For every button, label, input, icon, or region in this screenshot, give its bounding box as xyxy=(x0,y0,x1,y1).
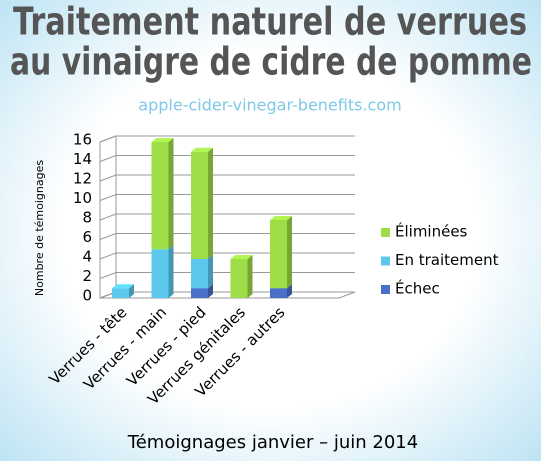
bar-segment xyxy=(191,147,213,259)
bar-top xyxy=(270,216,292,220)
bar-front xyxy=(191,151,208,259)
title-line: Traitement naturel de verrues xyxy=(13,0,527,44)
bar-side xyxy=(168,138,174,250)
y-tick-label: 12 xyxy=(73,170,92,188)
bar-top xyxy=(112,284,134,289)
bar-front xyxy=(270,220,287,289)
y-tick-label: 10 xyxy=(73,189,92,207)
bar-segment xyxy=(270,216,292,289)
bar-segment xyxy=(151,138,174,250)
bar-front xyxy=(112,288,129,298)
x-axis-label: Témoignages janvier – juin 2014 xyxy=(127,432,418,453)
bar-front xyxy=(151,249,169,298)
grid-line xyxy=(99,194,355,201)
bar-front xyxy=(151,142,169,250)
bar-front xyxy=(191,288,208,298)
y-tick-label: 16 xyxy=(73,131,92,149)
y-tick-label: 14 xyxy=(73,150,92,168)
bar-side xyxy=(287,284,292,298)
title-line: au vinaigre de cidre de pomme xyxy=(10,40,532,84)
bar-segment xyxy=(191,255,213,289)
legend-label: Éliminées xyxy=(395,222,468,241)
legend-swatch xyxy=(381,256,390,266)
legend-label: En traitement xyxy=(395,251,499,269)
bar-front xyxy=(230,259,248,298)
grid-line xyxy=(99,135,355,143)
y-tick-label: 0 xyxy=(82,287,92,305)
bar-side xyxy=(168,245,174,298)
bar-top xyxy=(230,255,253,259)
grid-line xyxy=(99,213,355,221)
bar-side xyxy=(129,284,134,298)
bar-front xyxy=(191,259,208,289)
bar-segment xyxy=(112,284,134,298)
bar-side xyxy=(208,255,213,289)
grid-line xyxy=(99,155,355,162)
bar-side xyxy=(247,255,253,298)
bar-side xyxy=(208,284,213,298)
bar-front xyxy=(270,288,287,298)
y-tick-label: 8 xyxy=(82,209,92,227)
bar-top xyxy=(151,138,174,142)
bar-side xyxy=(287,216,292,289)
bar-segment xyxy=(151,245,174,298)
y-tick-label: 6 xyxy=(82,228,92,246)
y-tick-label: 2 xyxy=(82,267,92,285)
legend-swatch xyxy=(381,285,390,294)
legend-label: Échec xyxy=(395,279,440,298)
bar-segment xyxy=(230,255,253,298)
bar-side xyxy=(208,147,213,259)
subtitle: apple-cider-vinegar-benefits.com xyxy=(138,96,401,115)
grid-line xyxy=(99,174,355,182)
y-axis-label: Nombre de témoignages xyxy=(33,160,46,296)
legend-swatch xyxy=(381,228,390,237)
y-tick-label: 4 xyxy=(82,248,92,266)
bar-top xyxy=(191,147,213,152)
